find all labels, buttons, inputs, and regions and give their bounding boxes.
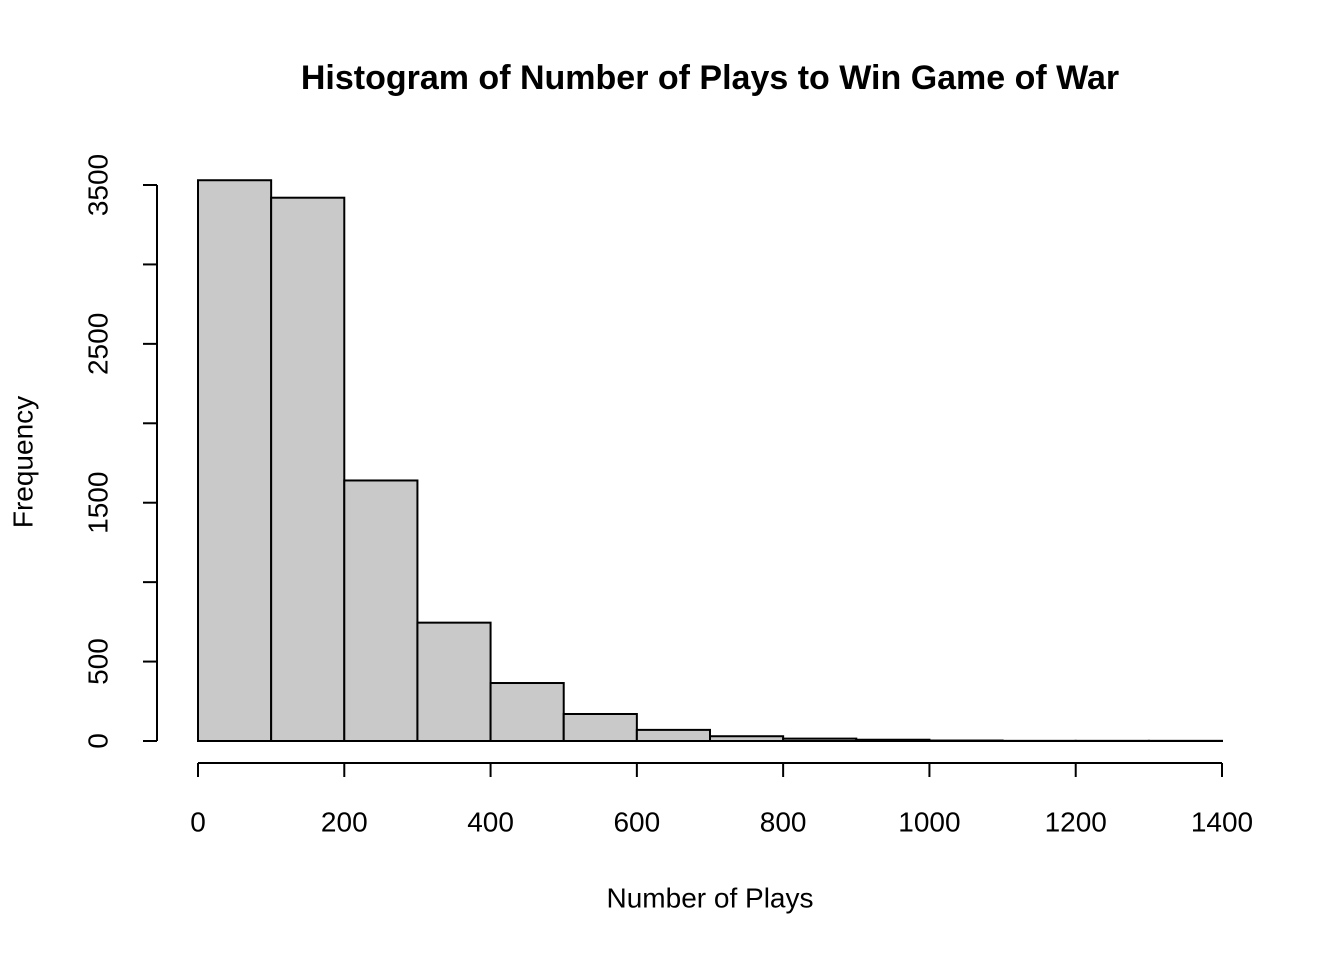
chart-title: Histogram of Number of Plays to Win Game…: [301, 59, 1119, 97]
y-tick-label: 1500: [82, 472, 113, 534]
bar: [416, 621, 492, 742]
bar: [635, 728, 711, 743]
bar: [782, 737, 858, 742]
x-tick-label: 1200: [1045, 806, 1107, 837]
y-tick-label: 0: [82, 733, 113, 749]
bar: [343, 479, 419, 742]
y-tick-label: 3500: [82, 154, 113, 216]
x-axis-label: Number of Plays: [607, 882, 814, 913]
bar: [709, 735, 785, 743]
bar: [197, 179, 273, 742]
x-tick-label: 600: [613, 806, 660, 837]
x-tick-label: 1000: [898, 806, 960, 837]
bar: [562, 712, 638, 742]
bar: [855, 738, 931, 742]
bar: [270, 196, 346, 743]
x-tick-label: 200: [321, 806, 368, 837]
bar: [489, 682, 565, 743]
x-tick-label: 400: [467, 806, 514, 837]
x-tick-label: 800: [760, 806, 807, 837]
y-axis-label: Frequency: [7, 396, 38, 528]
y-tick-label: 2500: [82, 313, 113, 375]
x-tick-label: 1400: [1191, 806, 1253, 837]
y-tick-label: 500: [82, 638, 113, 685]
x-tick-label: 0: [190, 806, 206, 837]
